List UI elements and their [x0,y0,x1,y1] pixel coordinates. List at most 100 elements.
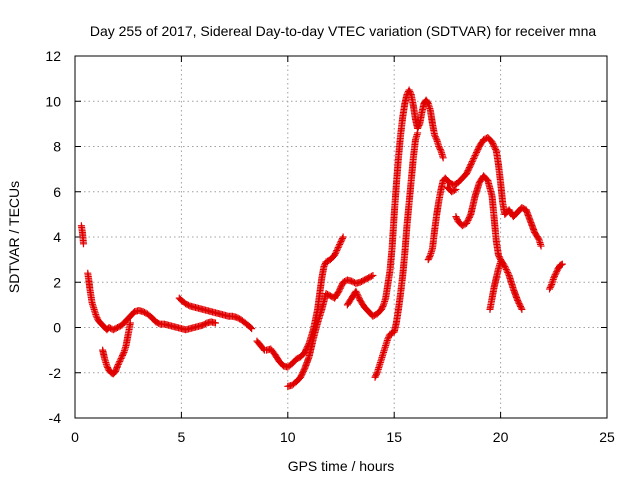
data-point [551,271,559,279]
data-point [297,372,305,380]
data-point [115,359,123,367]
data-point [119,350,127,358]
data-point [494,251,502,259]
data-point [534,234,542,242]
data-point [334,244,342,252]
data-point [465,165,473,173]
data-point [114,362,122,370]
data-point [465,213,473,221]
data-point [336,286,344,294]
data-point [472,150,480,158]
plot-frame [74,55,608,419]
data-point [517,304,525,312]
data-point [463,218,471,226]
data-point [211,319,219,327]
data-point [537,242,545,250]
data-point [436,146,444,154]
data-point [414,129,422,137]
y-tick-label: 10 [45,93,61,109]
data-point [504,270,512,278]
data-point [118,353,126,361]
data-point [338,236,346,244]
x-tick-label: 10 [280,429,296,445]
data-point [116,356,124,364]
data-point [463,170,471,178]
data-point [490,141,498,149]
x-tick-label: 20 [493,429,509,445]
data-point [491,144,499,152]
data-points [77,86,566,390]
data-point [353,290,361,298]
data-point [320,262,328,270]
data-point [332,248,340,256]
data-point [452,185,460,193]
data-point [424,256,432,264]
data-point [103,362,111,370]
data-point [104,363,112,371]
data-point [453,214,461,222]
y-tick-label: 6 [53,184,61,200]
data-point [488,138,496,146]
data-point [337,283,345,291]
data-point [426,253,434,261]
data-point [259,345,267,353]
data-point [470,153,478,161]
data-point [464,167,472,175]
data-point [489,139,497,147]
data-point [552,269,560,277]
data-point [501,262,509,270]
data-point [425,254,433,262]
x-tick-label: 25 [599,429,615,445]
data-point [504,268,512,276]
data-point [468,158,476,166]
data-point [414,123,422,131]
data-point [431,131,439,139]
data-point [466,212,474,220]
data-point [553,268,561,276]
axis-ticks: 0 5 10 15 20 25 -4 -2 0 2 4 6 8 10 12 [45,48,615,445]
data-point [452,213,460,221]
x-tick-label: 15 [386,429,402,445]
data-point [415,121,423,129]
data-point [497,258,505,266]
data-point [492,146,500,154]
data-point [371,373,379,381]
data-point [439,154,447,162]
data-point [503,267,511,275]
data-point [126,319,134,327]
data-point [466,162,474,170]
data-point [495,253,503,261]
data-point [338,235,346,243]
data-point [354,292,362,300]
data-point [372,370,380,378]
chart-title: Day 255 of 2017, Sidereal Day-to-day VTE… [90,23,596,39]
data-point [547,282,555,290]
data-point [546,284,554,292]
x-axis-label: GPS time / hours [288,458,395,474]
data-point [116,357,124,365]
x-tick-label: 5 [178,429,186,445]
data-point [472,149,480,157]
data-point [377,305,385,313]
data-point [119,351,127,359]
data-point [407,89,415,97]
data-point [339,233,347,241]
data-point [297,373,305,381]
data-point [463,219,471,227]
data-point [352,287,360,295]
x-tick-label: 0 [71,429,79,445]
data-point [502,264,510,272]
data-point [468,159,476,167]
data-point [247,324,255,331]
data-point [490,143,498,150]
data-point [333,245,341,253]
data-point [378,304,386,312]
data-point [470,155,478,163]
data-point [385,333,393,341]
y-tick-label: 8 [53,139,61,155]
data-point [117,354,125,362]
data-point [435,143,443,150]
y-tick-label: 12 [45,48,61,64]
data-point [432,134,440,142]
